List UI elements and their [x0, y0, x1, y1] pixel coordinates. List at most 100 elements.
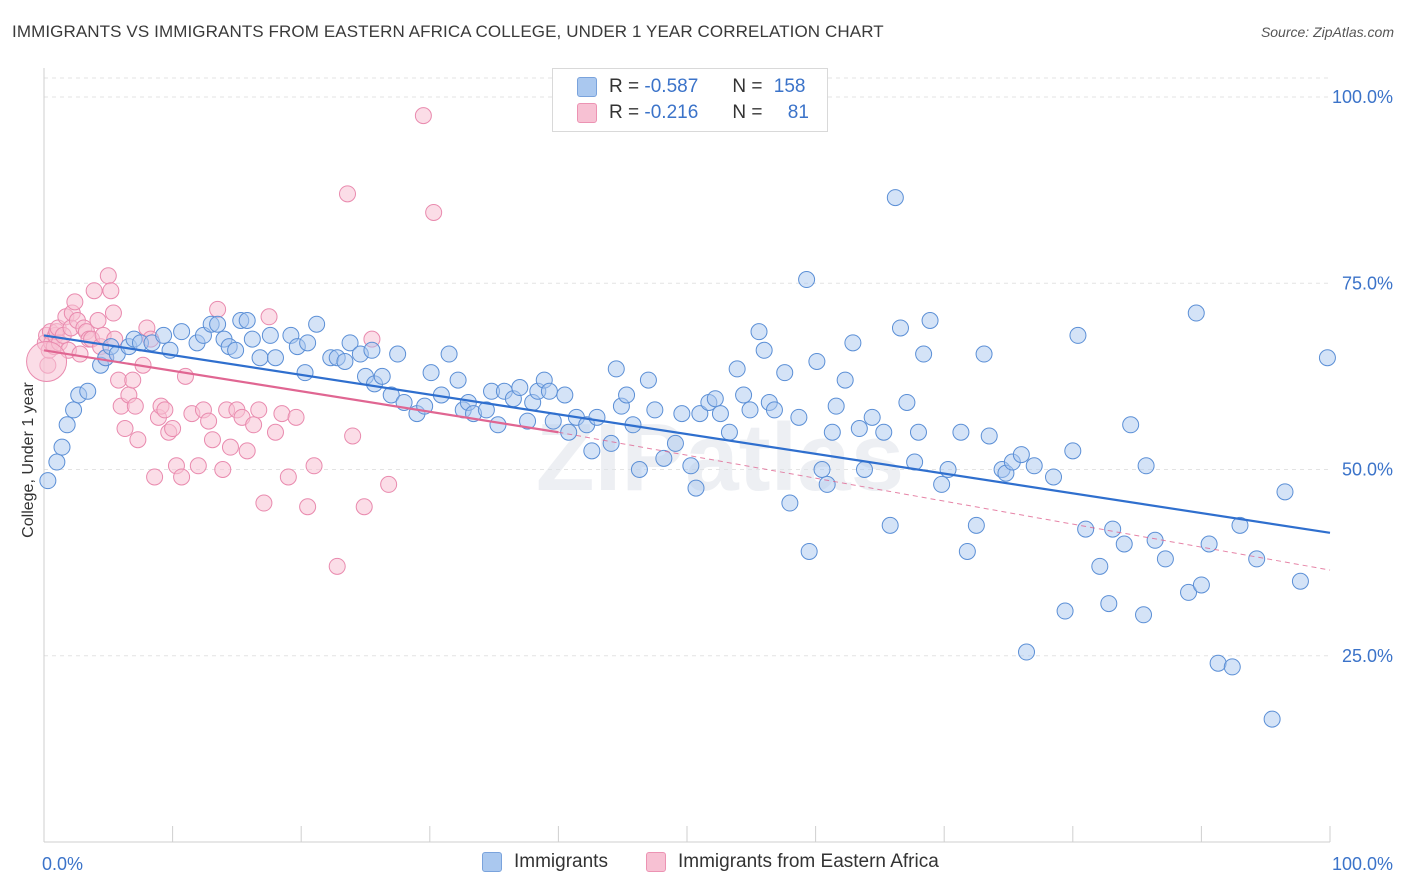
- data-point-eastern-africa: [89, 312, 107, 329]
- data-point-eastern-africa: [99, 267, 117, 285]
- data-point-immigrants: [1122, 416, 1140, 434]
- data-point-immigrants: [741, 401, 759, 419]
- data-point-immigrants: [630, 461, 648, 478]
- data-point-immigrants: [682, 457, 700, 475]
- data-point-immigrants: [1200, 535, 1218, 553]
- data-point-immigrants: [238, 312, 256, 329]
- n-value: 158: [773, 76, 806, 97]
- data-point-immigrants: [915, 345, 933, 363]
- data-point-eastern-africa: [287, 408, 305, 426]
- data-point-immigrants: [952, 423, 970, 441]
- data-point-immigrants: [1100, 595, 1118, 613]
- data-point-immigrants: [540, 382, 558, 400]
- data-point-immigrants: [53, 438, 71, 456]
- data-point-immigrants: [477, 401, 495, 419]
- data-point-immigrants: [666, 434, 684, 452]
- data-point-immigrants: [967, 516, 985, 534]
- data-point-eastern-africa: [146, 468, 164, 486]
- data-point-immigrants: [823, 423, 841, 441]
- data-point-immigrants: [827, 397, 845, 415]
- data-point-immigrants: [776, 364, 794, 382]
- data-point-immigrants: [850, 420, 868, 438]
- data-point-eastern-africa: [124, 371, 142, 389]
- immigrants-swatch: [577, 77, 597, 97]
- data-point-immigrants: [1064, 442, 1082, 460]
- data-point-eastern-africa: [255, 494, 273, 512]
- y-tick-label: 75.0%: [1342, 273, 1393, 293]
- data-point-immigrants: [1077, 520, 1095, 538]
- grid-lines: [44, 77, 1330, 657]
- y-tick-label: 50.0%: [1342, 460, 1393, 480]
- data-point-immigrants: [765, 401, 783, 419]
- data-point-eastern-africa: [238, 442, 256, 460]
- x-tick-label: 100.0%: [1332, 854, 1393, 874]
- data-point-immigrants: [1223, 658, 1241, 676]
- data-point-immigrants: [921, 312, 939, 329]
- data-point-immigrants: [886, 189, 904, 207]
- data-point-immigrants: [308, 315, 326, 333]
- data-point-immigrants: [1069, 326, 1087, 344]
- data-point-immigrants: [440, 345, 458, 363]
- data-point-immigrants: [909, 423, 927, 441]
- data-point-immigrants: [607, 360, 625, 378]
- data-point-eastern-africa: [279, 468, 297, 486]
- data-point-eastern-africa: [156, 401, 174, 419]
- data-point-immigrants: [266, 349, 284, 367]
- data-point-immigrants: [855, 461, 873, 478]
- data-point-immigrants: [790, 408, 808, 426]
- data-point-eastern-africa: [266, 423, 284, 441]
- data-point-eastern-africa: [126, 397, 144, 415]
- data-point-eastern-africa: [203, 431, 221, 449]
- data-point-immigrants: [720, 423, 738, 441]
- data-point-immigrants: [800, 542, 818, 560]
- data-point-immigrants: [296, 364, 314, 382]
- legend-item-immigrants[interactable]: Immigrants: [482, 851, 608, 873]
- trend-lines: [43, 334, 1331, 571]
- data-point-eastern-africa: [129, 431, 147, 449]
- data-point-immigrants: [1115, 535, 1133, 553]
- data-point-immigrants: [243, 330, 261, 348]
- data-point-immigrants: [79, 382, 97, 400]
- data-point-immigrants: [1209, 654, 1227, 672]
- data-point-immigrants: [155, 326, 173, 344]
- data-point-eastern-africa: [189, 457, 207, 475]
- data-point-immigrants: [980, 427, 998, 445]
- data-point-immigrants: [449, 371, 467, 389]
- data-point-eastern-africa: [344, 427, 362, 445]
- data-point-immigrants: [209, 315, 227, 333]
- data-point-eastern-africa: [164, 420, 182, 438]
- data-point-immigrants: [1248, 550, 1266, 568]
- data-point-eastern-africa: [245, 416, 263, 434]
- legend-label: Immigrants: [514, 851, 608, 872]
- r-label: R =: [609, 76, 640, 97]
- data-point-eastern-africa-cluster: [26, 340, 68, 382]
- legend-item-eastern-africa[interactable]: Immigrants from Eastern Africa: [646, 851, 939, 873]
- data-point-immigrants: [1231, 516, 1249, 534]
- data-point-immigrants: [755, 341, 773, 359]
- data-point-immigrants: [560, 423, 578, 441]
- trend-line-immigrants: [43, 334, 1331, 534]
- data-point-immigrants: [646, 401, 664, 419]
- data-point-eastern-africa: [173, 468, 191, 486]
- data-point-immigrants: [1018, 643, 1036, 661]
- data-point-eastern-africa: [250, 401, 268, 419]
- data-point-immigrants: [1276, 483, 1294, 501]
- trend-line-eastern-africa-extrapolated: [558, 431, 1331, 571]
- data-point-immigrants: [1291, 572, 1309, 590]
- data-point-immigrants: [673, 405, 691, 423]
- data-point-immigrants: [1156, 550, 1174, 568]
- data-point-immigrants: [813, 461, 831, 478]
- data-point-immigrants: [583, 442, 601, 460]
- data-point-eastern-africa: [66, 293, 84, 311]
- series-legend: Immigrants Immigrants from Eastern Afric…: [0, 851, 1406, 877]
- data-point-immigrants: [1045, 468, 1063, 486]
- data-point-immigrants: [556, 386, 574, 404]
- data-point-immigrants: [336, 352, 354, 370]
- data-point-eastern-africa: [176, 367, 194, 385]
- data-point-immigrants: [1192, 576, 1210, 594]
- data-point-immigrants: [1187, 304, 1205, 322]
- data-point-immigrants: [863, 408, 881, 426]
- data-point-immigrants: [728, 360, 746, 378]
- data-point-immigrants: [588, 408, 606, 426]
- data-point-immigrants: [602, 434, 620, 452]
